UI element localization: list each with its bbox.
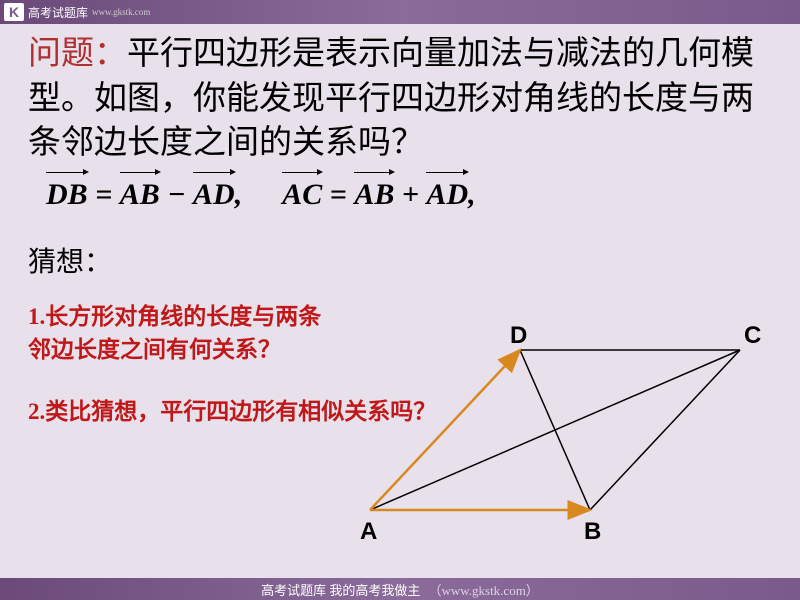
diagram-svg [330, 330, 770, 540]
problem-text: 问题：平行四边形是表示向量加法与减法的几何模型。如图，你能发现平行四边形对角线的… [28, 32, 772, 166]
equations-row: DB = AB − AD, AC = AB + AD, [28, 172, 772, 212]
vec-ab1: AB [120, 172, 160, 212]
q2-num: 2. [28, 399, 45, 424]
logo-letter: K [9, 4, 19, 20]
vertex-label-b: B [584, 518, 601, 546]
equation-ac: AC = AB + AD, [282, 172, 475, 212]
footer-url: （www.gkstk.com） [428, 580, 538, 599]
vertex-label-a: A [360, 518, 377, 546]
q1-text: 长方形对角线的长度与两条邻边长度之间有何关系？ [28, 304, 321, 362]
footer-text: 高考试题库 我的高考我做主 [261, 580, 420, 599]
problem-label: 问题： [28, 36, 127, 72]
question-1: 1.长方形对角线的长度与两条邻边长度之间有何关系？ [28, 300, 328, 367]
header-title: 高考试题库 [28, 4, 88, 21]
guess-label: 猜想： [28, 240, 772, 280]
vec-ac: AC [282, 172, 322, 212]
logo-box: K [4, 3, 24, 21]
vec-ad1: AD [193, 172, 235, 212]
header-bar: K 高考试题库 www.gkstk.com [0, 0, 800, 24]
header-subtitle: www.gkstk.com [92, 7, 150, 17]
equation-db: DB = AB − AD, [46, 172, 242, 212]
vec-db: DB [46, 172, 88, 212]
vertex-label-d: D [510, 322, 527, 350]
problem-body: 平行四边形是表示向量加法与减法的几何模型。如图，你能发现平行四边形对角线的长度与… [28, 36, 754, 161]
parallelogram-diagram: ABCD [330, 330, 770, 540]
vec-ad2: AD [426, 172, 468, 212]
vertex-label-c: C [744, 322, 761, 350]
vec-ab2: AB [354, 172, 394, 212]
footer-bar: 高考试题库 我的高考我做主 （www.gkstk.com） [0, 578, 800, 600]
q1-num: 1. [28, 304, 45, 329]
